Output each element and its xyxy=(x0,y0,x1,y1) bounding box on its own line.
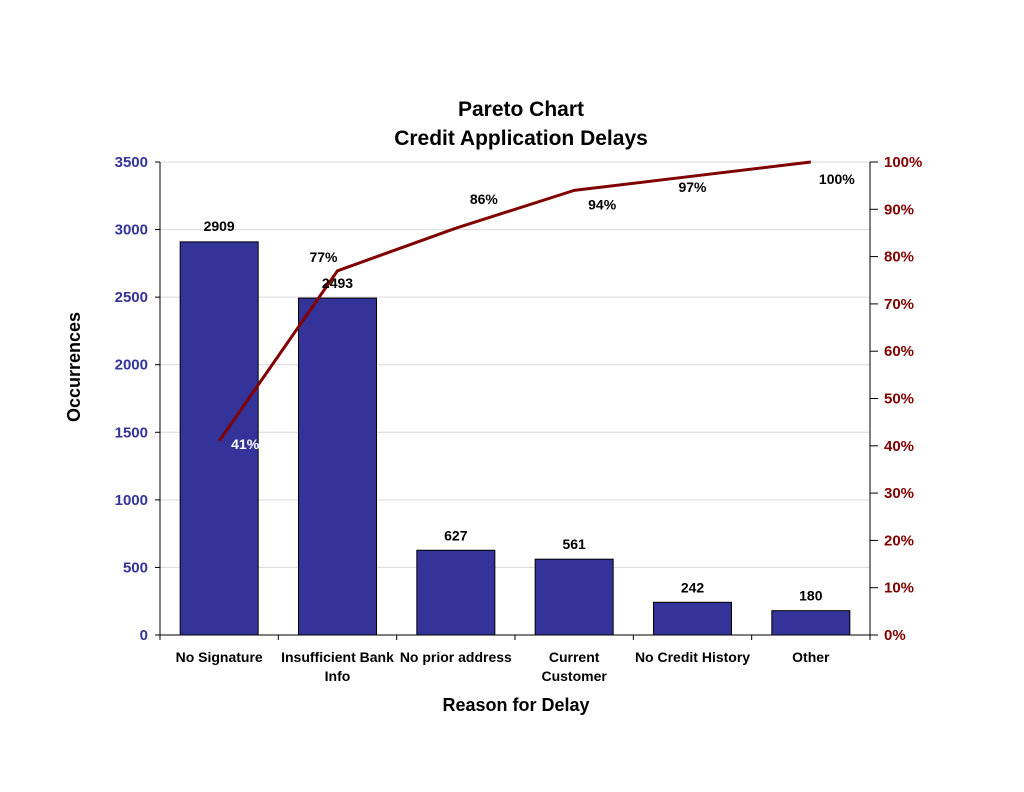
bar xyxy=(771,610,851,636)
y2-tick-label: 70% xyxy=(884,296,914,313)
bar xyxy=(416,549,496,636)
y-axis-title: Occurrences xyxy=(64,312,84,422)
y-tick-label: 2000 xyxy=(115,357,148,374)
bar-value-label: 242 xyxy=(681,579,705,595)
category-labels: No Signature Insufficient Bank Info No prio… xyxy=(176,649,830,684)
cumulative-percent-label: 86% xyxy=(470,191,499,207)
cumulative-percent-line xyxy=(217,160,812,442)
y2-tick-label: 100% xyxy=(884,154,922,171)
y2-tick-label: 80% xyxy=(884,249,914,266)
y2-tick-label: 90% xyxy=(884,201,914,218)
category-label: Insufficient Bank xyxy=(281,649,394,665)
bar-value-label: 627 xyxy=(444,527,468,543)
gridlines xyxy=(160,161,870,568)
bars xyxy=(179,241,851,636)
y2-tick-label: 20% xyxy=(884,532,914,549)
y-tick-label: 3500 xyxy=(115,154,148,171)
cumulative-percent-label: 97% xyxy=(678,179,707,195)
cumulative-percent-label: 100% xyxy=(819,171,855,187)
cumulative-percent-label: 41% xyxy=(231,436,260,452)
y-tick-label: 3000 xyxy=(115,222,148,239)
data-labels: 2909 2493 627 561 242 180 41% 77% 86% 94% 97% 100% xyxy=(204,171,856,604)
y-tick-label: 2500 xyxy=(115,289,148,306)
category-label: Customer xyxy=(541,668,607,684)
category-label: No Credit History xyxy=(635,649,750,665)
cumulative-percent-label: 94% xyxy=(588,196,617,212)
bar-value-label: 2909 xyxy=(204,218,235,234)
category-label: Other xyxy=(792,649,830,665)
y2-tick-label: 0% xyxy=(884,627,906,644)
category-label: No prior address xyxy=(400,649,512,665)
category-label: No Signature xyxy=(176,649,263,665)
y2-tick-label: 60% xyxy=(884,343,914,360)
chart-title: Pareto Chart xyxy=(458,98,584,121)
chart-subtitle: Credit Application Delays xyxy=(394,127,648,150)
bar-value-label: 2493 xyxy=(322,275,353,291)
y2-tick-label: 10% xyxy=(884,580,914,597)
bar-value-label: 180 xyxy=(799,588,823,604)
tick-labels: 0 500 1000 1500 2000 2500 3000 3500 0% 10% 20% 30% 4… xyxy=(115,154,923,644)
y2-tick-label: 50% xyxy=(884,391,914,408)
y2-tick-label: 40% xyxy=(884,438,914,455)
axes xyxy=(155,161,878,640)
cumulative-percent-label: 77% xyxy=(309,249,338,265)
bar-value-label: 561 xyxy=(562,536,586,552)
y-tick-label: 500 xyxy=(123,559,148,576)
y2-tick-label: 30% xyxy=(884,485,914,502)
bar xyxy=(298,297,377,636)
bar xyxy=(653,601,732,636)
category-label: Info xyxy=(325,668,351,684)
category-label: Current xyxy=(549,649,600,665)
bar xyxy=(534,558,614,636)
y-tick-label: 1500 xyxy=(115,424,148,441)
y-tick-label: 0 xyxy=(140,627,148,644)
y-tick-label: 1000 xyxy=(115,492,148,509)
x-axis-title: Reason for Delay xyxy=(442,695,589,715)
cumulative-line xyxy=(217,160,812,442)
